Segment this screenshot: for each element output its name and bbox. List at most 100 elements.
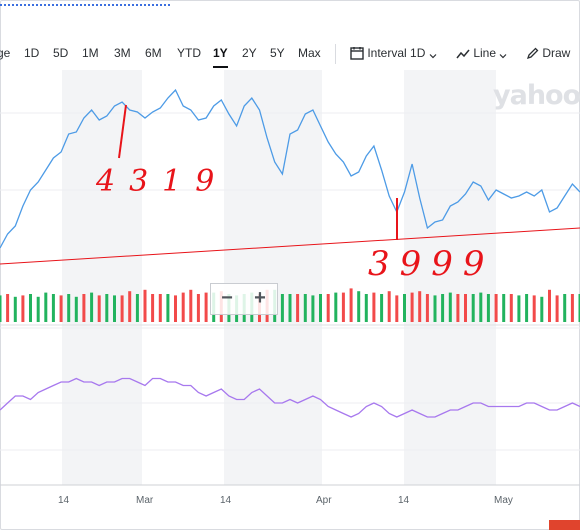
month-band (62, 70, 142, 485)
volume-bar (563, 294, 567, 322)
indicator-series-line (0, 377, 580, 418)
volume-bar (51, 294, 55, 322)
line-chart-icon (456, 46, 470, 60)
volume-bar (319, 294, 322, 322)
volume-bar (174, 295, 177, 322)
volume-bar (135, 294, 139, 322)
range-5d[interactable]: 5D (53, 46, 69, 60)
volume-bar (181, 292, 185, 322)
volume-bar (0, 295, 2, 322)
volume-bar (29, 294, 32, 322)
zoom-in-button[interactable]: + (254, 287, 266, 309)
volume-bar (578, 294, 580, 322)
volume-bar (120, 295, 124, 322)
volume-bar (334, 292, 338, 322)
x-tick-label: 14 (220, 495, 232, 506)
handwritten-tick-mark (118, 104, 127, 159)
volume-bar (464, 294, 467, 322)
volume-bar (418, 291, 422, 322)
volume-bar (204, 292, 208, 322)
range-2y[interactable]: 2Y (242, 46, 257, 60)
toolbar-divider (335, 44, 336, 64)
volume-bar (311, 295, 315, 322)
pencil-icon (526, 46, 539, 60)
volume-bar (166, 294, 170, 322)
volume-bar (570, 294, 574, 322)
yahoo-watermark: yahoo (493, 80, 580, 111)
range-3m[interactable]: 3M (114, 46, 131, 60)
volume-bar (6, 294, 10, 322)
draw-button[interactable]: Draw (526, 46, 570, 60)
month-band (404, 70, 496, 485)
interval-value: 1D (410, 46, 426, 60)
corner-red-marker (549, 520, 580, 530)
chart-type-label: Line (473, 46, 497, 60)
range-1d[interactable]: 1D (24, 46, 40, 60)
volume-bar (196, 294, 200, 322)
volume-bar (509, 294, 513, 322)
volume-bar (395, 295, 399, 322)
volume-bar (341, 292, 345, 322)
range-5y[interactable]: 5Y (270, 46, 285, 60)
volume-bar (364, 294, 368, 322)
volume-bar (456, 294, 460, 322)
range-1m[interactable]: 1M (82, 46, 99, 60)
interval-button[interactable]: Interval 1D (350, 46, 437, 60)
chart-canvas[interactable] (0, 70, 580, 495)
x-tick-label: 14 (58, 495, 70, 506)
zoom-controls: − + (210, 283, 278, 315)
volume-bar (548, 289, 551, 322)
volume-bar (486, 294, 490, 322)
volume-bar (74, 296, 78, 322)
volume-bar (158, 294, 162, 322)
volume-bar (59, 295, 63, 322)
handwritten-high-annotation: 4319 (96, 164, 229, 199)
volume-bar (349, 288, 353, 322)
volume-bar (502, 294, 506, 322)
volume-bar (517, 295, 521, 322)
volume-bar (105, 294, 109, 322)
volume-bar (494, 294, 498, 322)
draw-label: Draw (542, 46, 571, 60)
zoom-out-button[interactable]: − (221, 287, 233, 309)
volume-bar (525, 294, 529, 322)
volume-bar (36, 296, 40, 322)
volume-bar (82, 294, 86, 322)
volume-bar (540, 296, 544, 322)
month-band (224, 70, 322, 485)
volume-bar (425, 294, 429, 322)
range-1y[interactable]: 1Y (213, 46, 228, 60)
top-link-underline (0, 0, 170, 6)
volume-bar (403, 294, 406, 322)
volume-bar (280, 294, 284, 322)
trend-line (0, 227, 580, 265)
volume-bar (357, 291, 361, 322)
volume-bar (21, 295, 25, 322)
volume-bar (372, 292, 376, 322)
volume-bar (387, 291, 391, 322)
volume-bar (479, 292, 483, 322)
volume-bar (326, 294, 330, 322)
range-ytd[interactable]: YTD (177, 46, 201, 60)
range-ytd-partial[interactable]: ge (0, 46, 11, 60)
chart-type-button[interactable]: Line (456, 46, 507, 60)
volume-bar (143, 289, 147, 322)
volume-bar (303, 294, 307, 322)
volume-bar (113, 295, 116, 322)
range-max[interactable]: Max (298, 46, 321, 60)
volume-bar (44, 292, 48, 322)
price-series-line (0, 88, 580, 249)
range-6m[interactable]: 6M (145, 46, 162, 60)
x-tick-label: Apr (316, 495, 332, 506)
volume-bar (555, 295, 559, 322)
x-tick-label: May (494, 495, 513, 506)
handwritten-low-annotation: 3999 (368, 244, 495, 284)
volume-bar (296, 294, 300, 322)
volume-bar (288, 294, 292, 322)
volume-bar (380, 294, 384, 322)
chevron-down-icon (429, 46, 437, 60)
volume-bar (128, 291, 132, 322)
volume-bar (441, 294, 445, 322)
volume-bar (433, 295, 437, 322)
chevron-down-icon (499, 46, 507, 60)
